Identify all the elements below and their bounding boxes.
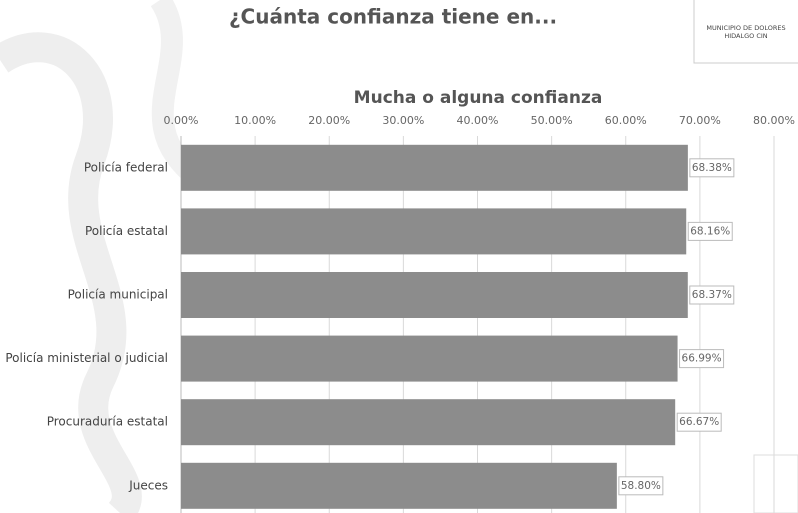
bar [181, 399, 675, 445]
x-tick-label: 10.00% [234, 114, 276, 127]
value-label: 66.99% [682, 353, 722, 365]
x-tick-label: 70.00% [679, 114, 721, 127]
x-tick-label: 0.00% [164, 114, 199, 127]
bar [181, 272, 688, 318]
chart-title: Mucha o alguna confianza [354, 88, 603, 108]
value-label: 68.38% [692, 162, 732, 174]
y-tick-label: Jueces [128, 478, 168, 492]
bar [181, 145, 688, 191]
y-tick-label: Policía estatal [85, 224, 168, 238]
x-tick-label: 40.00% [457, 114, 499, 127]
y-tick-label: Policía ministerial o judicial [5, 351, 168, 365]
x-tick-label: 60.00% [605, 114, 647, 127]
bar [181, 208, 686, 254]
bar [181, 463, 617, 509]
logo-text: HIDALGO CIN [724, 32, 767, 40]
y-tick-label: Policía municipal [68, 288, 168, 302]
x-tick-label: 20.00% [308, 114, 350, 127]
x-tick-label: 50.00% [531, 114, 573, 127]
y-tick-label: Procuraduría estatal [47, 415, 168, 429]
x-tick-label: 30.00% [382, 114, 424, 127]
logo-text: MUNICIPIO DE DOLORES [706, 24, 785, 32]
y-tick-label: Policía federal [84, 160, 168, 174]
corner-box [754, 455, 798, 513]
value-label: 68.37% [692, 289, 732, 301]
x-tick-label: 80.00% [753, 114, 795, 127]
bar [181, 336, 678, 382]
page: ¿Cuánta confianza tiene en... MUNICIPIO … [0, 0, 798, 513]
value-label: 66.67% [679, 416, 719, 428]
value-label: 58.80% [621, 480, 661, 492]
page-title: ¿Cuánta confianza tiene en... [229, 5, 557, 29]
chart: ¿Cuánta confianza tiene en... MUNICIPIO … [0, 0, 798, 513]
value-label: 68.16% [690, 225, 730, 237]
